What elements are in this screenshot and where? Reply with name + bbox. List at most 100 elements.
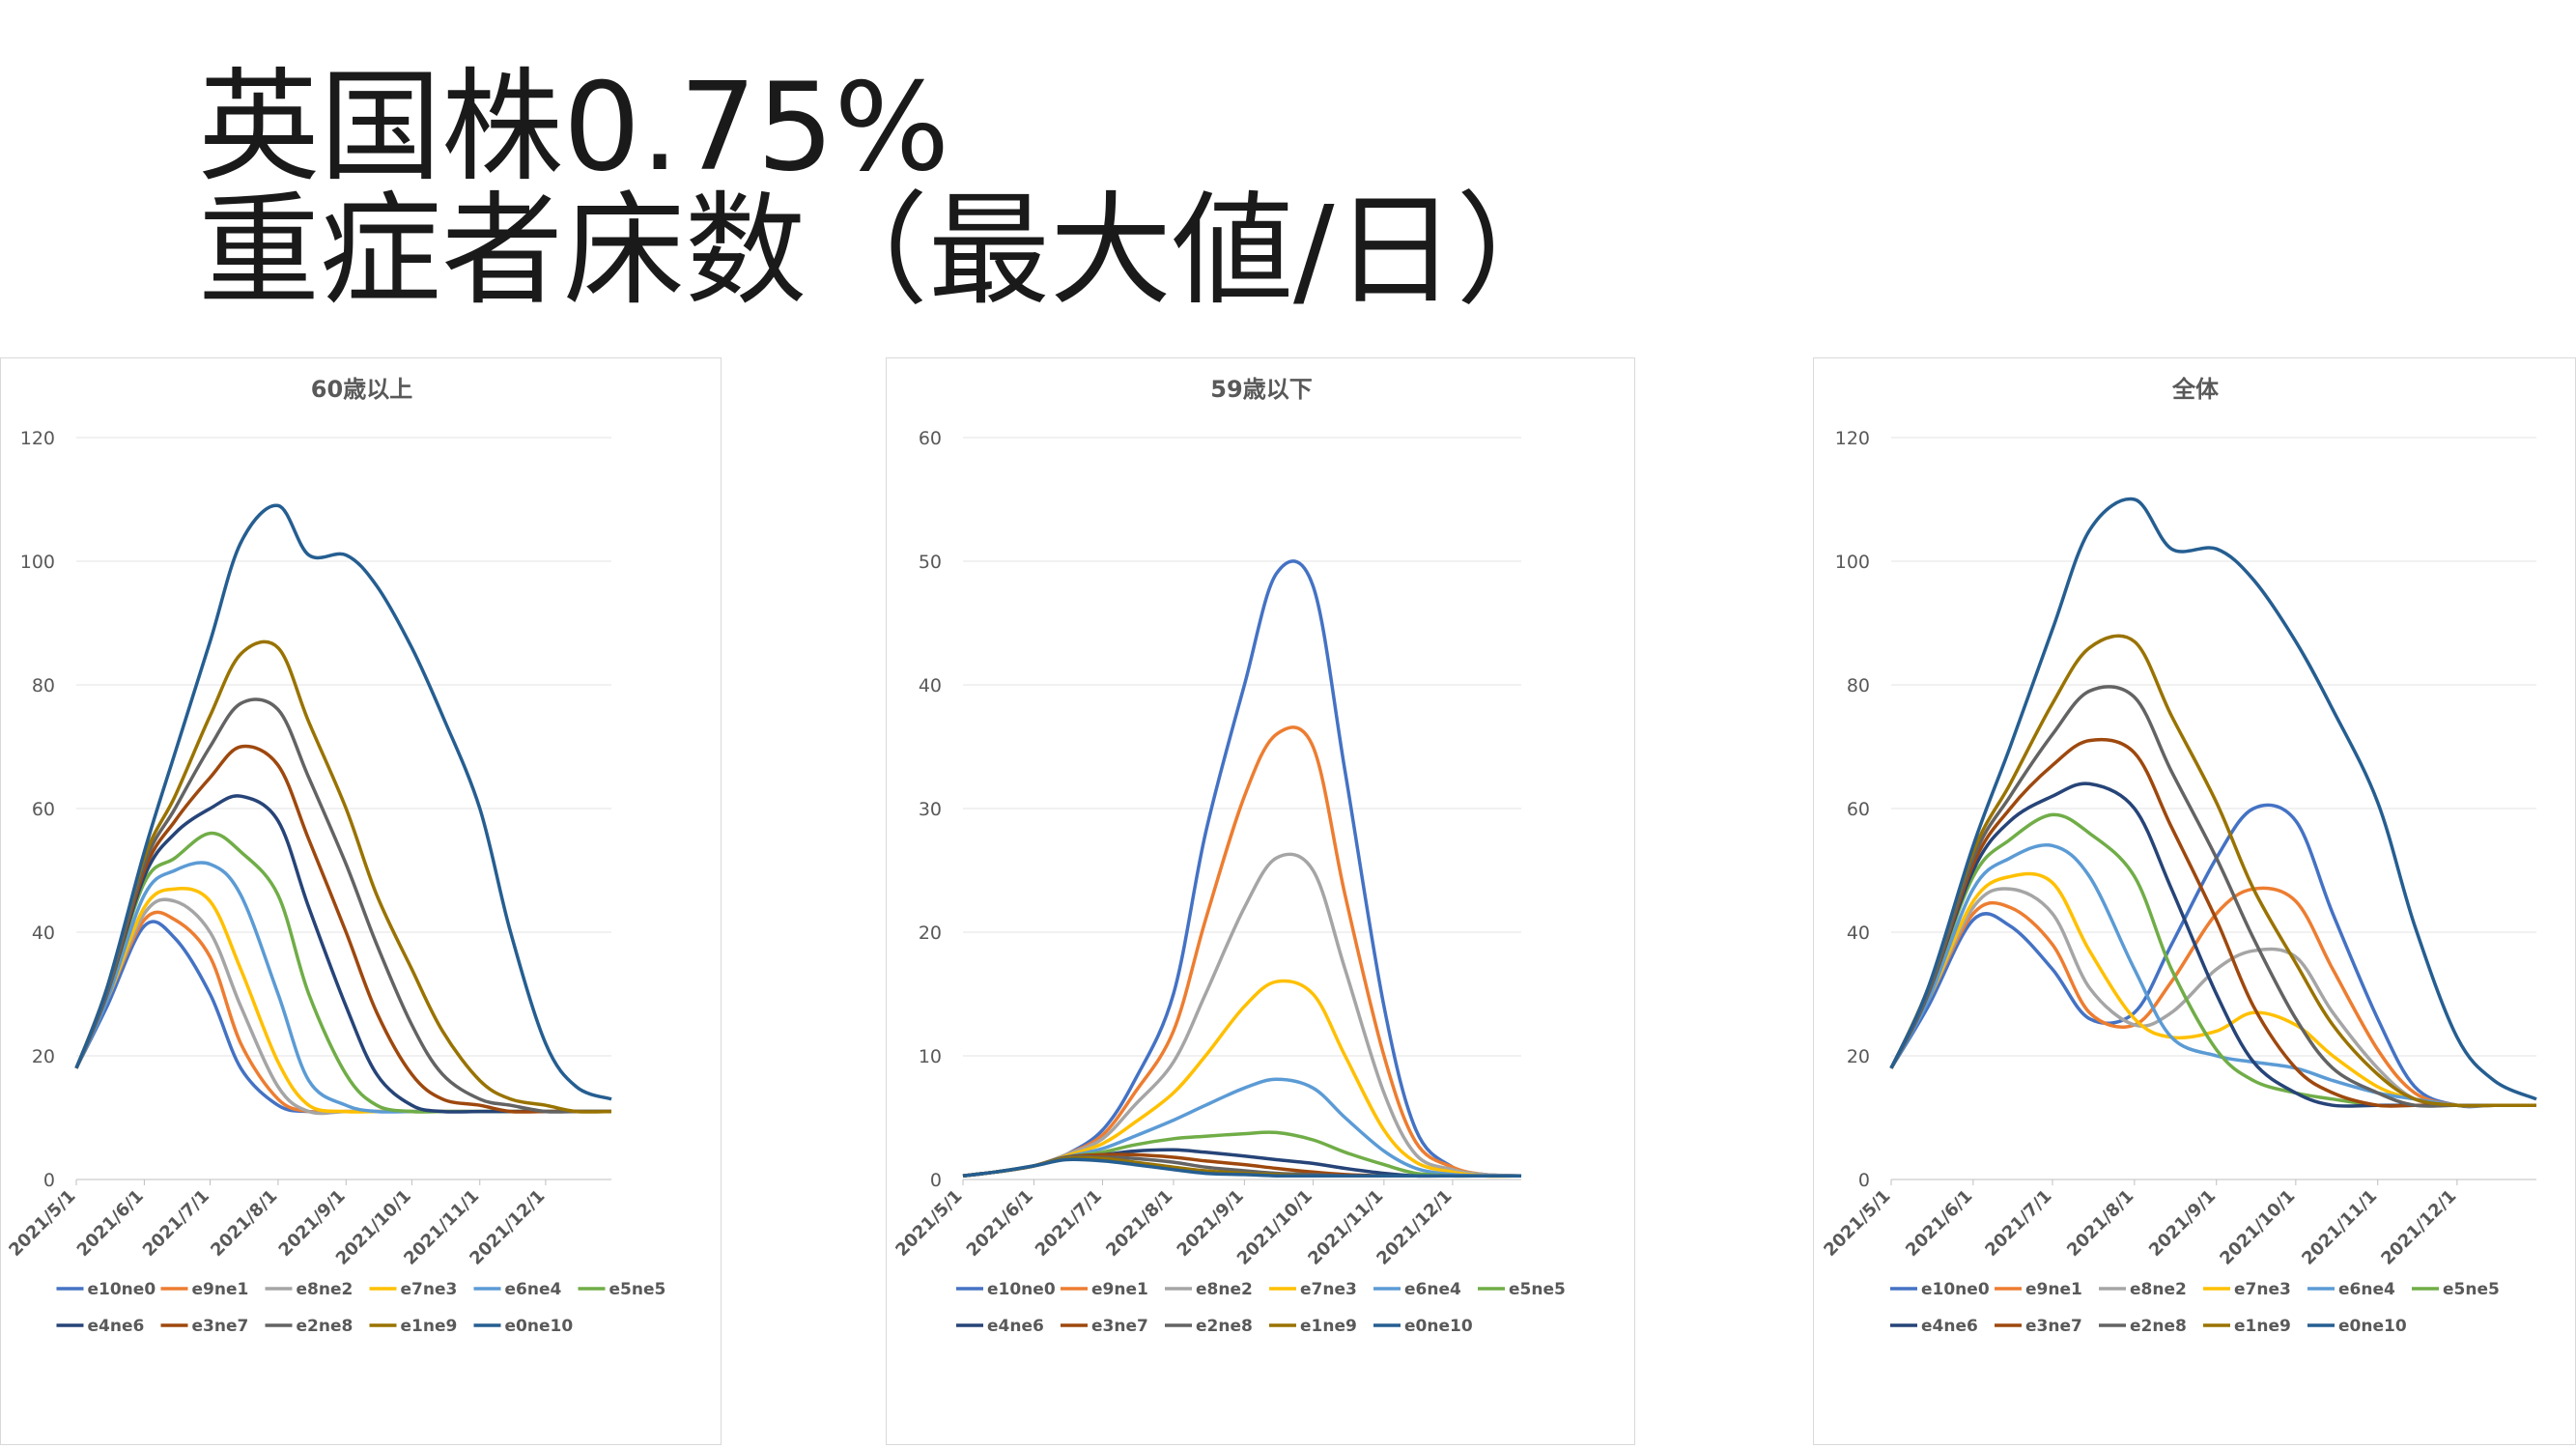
legend-label: e7ne3 xyxy=(401,1280,458,1299)
x-tick-label: 2021/10/1 xyxy=(2216,1186,2299,1269)
chart-svg: 全体 0 20 40 60 80 100 120 2021/5/1 2021/6/1 2021/7/… xyxy=(1820,376,2537,1336)
y-tick-label: 100 xyxy=(20,552,55,573)
chart-panel-60-and-over: 60歳以上 0 20 40 60 80 100 120 2021/5/1 2021/6/1 2021… xyxy=(0,357,722,1445)
series-line-e2ne8 xyxy=(1889,685,2537,1108)
y-tick-label: 60 xyxy=(919,428,942,449)
slide-title-line-1: 英国株0.75% xyxy=(198,56,950,198)
x-tick-label: 2021/7/1 xyxy=(139,1186,213,1261)
x-tick-label: 2021/8/1 xyxy=(207,1186,281,1261)
legend-label: e0ne10 xyxy=(2338,1317,2407,1336)
legend-label: e1ne9 xyxy=(2234,1317,2291,1336)
legend-label: e6ne4 xyxy=(2338,1280,2395,1299)
y-tick-label: 40 xyxy=(32,923,55,944)
legend-label: e2ne8 xyxy=(1196,1317,1253,1336)
y-tick-label: 100 xyxy=(1835,552,1870,573)
x-tick-label: 2021/8/1 xyxy=(1102,1186,1176,1261)
x-tick-label: 2021/5/1 xyxy=(5,1186,79,1261)
legend-label: e5ne5 xyxy=(1509,1280,1566,1299)
chart-title: 59歳以下 xyxy=(1210,376,1312,403)
slide-title-line-2: 重症者床数（最大値/日） xyxy=(198,180,1578,322)
x-tick-label: 2021/7/1 xyxy=(1981,1186,2055,1261)
series-line-e9ne1 xyxy=(74,910,611,1115)
y-tick-label: 80 xyxy=(1847,675,1870,696)
x-tick-label: 2021/9/1 xyxy=(1174,1186,1248,1261)
series-line-e2ne8 xyxy=(74,697,611,1114)
legend-label: e3ne7 xyxy=(192,1317,249,1336)
legend-label: e5ne5 xyxy=(2443,1280,2500,1299)
slide-title: 英国株0.75% 重症者床数（最大値/日） xyxy=(198,66,1577,313)
series-line-e0ne10 xyxy=(74,503,612,1101)
series-line-e10ne0 xyxy=(74,920,611,1114)
x-tick-label: 2021/5/1 xyxy=(1820,1186,1894,1261)
legend-label: e1ne9 xyxy=(401,1317,458,1336)
x-tick-label: 2021/6/1 xyxy=(963,1186,1037,1261)
legend-label: e10ne0 xyxy=(987,1280,1056,1299)
legend-label: e2ne8 xyxy=(2130,1317,2187,1336)
y-tick-label: 60 xyxy=(32,799,55,820)
legend-label: e4ne6 xyxy=(1921,1317,1978,1336)
legend-label: e8ne2 xyxy=(1196,1280,1253,1299)
y-tick-label: 40 xyxy=(919,675,942,696)
y-tick-label: 20 xyxy=(1847,1046,1870,1067)
x-tick-label: 2021/9/1 xyxy=(2145,1186,2220,1261)
x-tick-label: 2021/8/1 xyxy=(2063,1186,2137,1261)
x-tick-label: 2021/12/1 xyxy=(2377,1186,2460,1269)
legend-label: e1ne9 xyxy=(1300,1317,1357,1336)
legend-label: e6ne4 xyxy=(505,1280,562,1299)
x-tick-label: 2021/7/1 xyxy=(1032,1186,1106,1261)
legend-label: e0ne10 xyxy=(1404,1317,1473,1336)
chart-svg: 59歳以下 0 10 20 30 40 50 60 2021/5/12021/6/12021/7… xyxy=(892,376,1566,1336)
series-line-e1ne9 xyxy=(74,639,612,1114)
x-tick-label: 2021/11/1 xyxy=(2298,1186,2381,1269)
chart-svg: 60歳以上0204060801001202021/5/12021/6/12021… xyxy=(5,376,666,1336)
series-line-e9ne1 xyxy=(962,725,1522,1178)
y-tick-label: 120 xyxy=(20,428,55,449)
series-line-e1ne9 xyxy=(1889,634,2537,1108)
x-tick-label: 2021/5/1 xyxy=(892,1186,966,1261)
chart-title: 60歳以上 xyxy=(311,376,412,403)
y-tick-label: 120 xyxy=(1835,428,1870,449)
chart-panel-59-and-under: 59歳以下 0 10 20 30 40 50 60 2021/5/1 2021/6/1 2021/7… xyxy=(886,357,1635,1445)
y-tick-label: 0 xyxy=(43,1170,55,1191)
series-line-e7ne3 xyxy=(962,979,1522,1179)
y-tick-label: 60 xyxy=(1847,799,1870,820)
legend-label: e7ne3 xyxy=(2234,1280,2291,1299)
legend-label: e4ne6 xyxy=(88,1317,145,1336)
series-line-e8ne2 xyxy=(962,852,1522,1178)
series-line-e3ne7 xyxy=(74,744,611,1114)
chart-panel-total: 全体 0 20 40 60 80 100 120 2021/5/1 2021/6/1 2021/7/… xyxy=(1813,357,2576,1445)
series-line-e4ne6 xyxy=(1889,781,2537,1108)
legend-label: e10ne0 xyxy=(1921,1280,1990,1299)
legend-label: e5ne5 xyxy=(609,1280,666,1299)
y-tick-label: 0 xyxy=(930,1170,942,1191)
series-line-e0ne10 xyxy=(962,1157,1521,1179)
series-line-e5ne5 xyxy=(74,831,611,1114)
y-tick-label: 80 xyxy=(32,675,55,696)
y-tick-label: 10 xyxy=(919,1046,942,1067)
y-tick-label: 30 xyxy=(919,799,942,820)
series-line-e9ne1 xyxy=(1889,886,2537,1108)
y-tick-label: 50 xyxy=(919,552,942,573)
chart-title: 全体 xyxy=(2171,376,2220,403)
legend-label: e6ne4 xyxy=(1404,1280,1461,1299)
x-tick-label: 2021/6/1 xyxy=(1902,1186,1976,1261)
series-line-e10ne0 xyxy=(962,559,1522,1178)
legend-label: e9ne1 xyxy=(192,1280,249,1299)
legend-label: e10ne0 xyxy=(88,1280,156,1299)
legend-label: e9ne1 xyxy=(1091,1280,1148,1299)
legend-label: e3ne7 xyxy=(2025,1317,2082,1336)
legend-label: e7ne3 xyxy=(1300,1280,1357,1299)
x-tick-label: 2021/6/1 xyxy=(73,1186,148,1261)
y-tick-label: 40 xyxy=(1847,923,1870,944)
legend-label: e2ne8 xyxy=(297,1317,354,1336)
legend-label: e3ne7 xyxy=(1091,1317,1148,1336)
legend-label: e9ne1 xyxy=(2025,1280,2082,1299)
y-tick-label: 20 xyxy=(32,1046,55,1067)
legend-label: e8ne2 xyxy=(297,1280,354,1299)
y-tick-label: 0 xyxy=(1858,1170,1870,1191)
legend-label: e8ne2 xyxy=(2130,1280,2187,1299)
series-line-e0ne10 xyxy=(1889,497,2537,1101)
legend-label: e0ne10 xyxy=(505,1317,574,1336)
series-line-e5ne5 xyxy=(1889,812,2537,1108)
legend-label: e4ne6 xyxy=(987,1317,1044,1336)
